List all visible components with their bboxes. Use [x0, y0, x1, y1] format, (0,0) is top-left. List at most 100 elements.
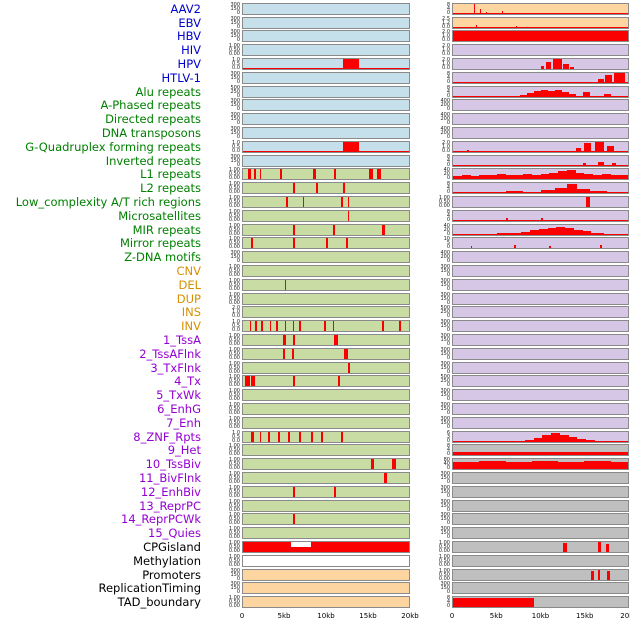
track-label[interactable]: AAV2: [170, 1, 201, 16]
left-track-panel[interactable]: [242, 154, 410, 167]
left-track-panel[interactable]: [242, 223, 410, 236]
track-label[interactable]: EBV: [178, 15, 201, 30]
left-track-panel[interactable]: [242, 2, 410, 15]
right-track-panel[interactable]: [452, 596, 629, 609]
right-track-panel[interactable]: [452, 320, 629, 333]
left-track-panel[interactable]: [242, 306, 410, 319]
right-track-panel[interactable]: [452, 568, 629, 581]
right-track-panel[interactable]: [452, 527, 629, 540]
left-track-panel[interactable]: [242, 430, 410, 443]
track-label[interactable]: CPGisland: [143, 539, 201, 554]
right-track-panel[interactable]: [452, 375, 629, 388]
left-track-panel[interactable]: [242, 471, 410, 484]
track-label[interactable]: Directed repeats: [105, 112, 201, 127]
left-track-panel[interactable]: [242, 596, 410, 609]
left-track-panel[interactable]: [242, 168, 410, 181]
left-track-panel[interactable]: [242, 568, 410, 581]
track-label[interactable]: 4_Tx: [174, 374, 201, 389]
right-track-panel[interactable]: [452, 99, 629, 112]
right-track-panel[interactable]: [452, 458, 629, 471]
left-track-panel[interactable]: [242, 334, 410, 347]
left-track-panel[interactable]: [242, 265, 410, 278]
right-track-panel[interactable]: [452, 347, 629, 360]
right-track-panel[interactable]: [452, 278, 629, 291]
right-track-panel[interactable]: [452, 430, 629, 443]
track-label[interactable]: TAD_boundary: [117, 595, 201, 610]
right-track-panel[interactable]: [452, 209, 629, 222]
track-label[interactable]: DNA transposons: [101, 126, 201, 141]
left-track-panel[interactable]: [242, 527, 410, 540]
right-track-panel[interactable]: [452, 71, 629, 84]
right-track-panel[interactable]: [452, 2, 629, 15]
track-label[interactable]: 1_TssA: [162, 333, 201, 348]
left-track-panel[interactable]: [242, 540, 410, 553]
track-label[interactable]: Alu repeats: [135, 84, 201, 99]
track-label[interactable]: HBV: [176, 29, 201, 44]
left-track-panel[interactable]: [242, 127, 410, 140]
left-track-panel[interactable]: [242, 347, 410, 360]
track-label[interactable]: HIV: [181, 43, 201, 58]
left-track-panel[interactable]: [242, 320, 410, 333]
left-track-panel[interactable]: [242, 582, 410, 595]
track-label[interactable]: 12_EnhBiv: [140, 484, 201, 499]
left-track-panel[interactable]: [242, 278, 410, 291]
track-label[interactable]: 8_ZNF_Rpts: [133, 429, 201, 444]
left-track-panel[interactable]: [242, 416, 410, 429]
track-label[interactable]: Mirror repeats: [119, 236, 201, 251]
track-label[interactable]: G-Quadruplex forming repeats: [25, 139, 201, 154]
track-label[interactable]: 15_Quies: [148, 526, 201, 541]
track-label[interactable]: Microsatellites: [118, 208, 201, 223]
track-label[interactable]: 6_EnhG: [157, 402, 201, 416]
right-track-panel[interactable]: [452, 196, 629, 209]
left-track-panel[interactable]: [242, 458, 410, 471]
left-track-panel[interactable]: [242, 375, 410, 388]
track-label[interactable]: DUP: [176, 291, 201, 306]
right-track-panel[interactable]: [452, 292, 629, 305]
left-track-panel[interactable]: [242, 30, 410, 43]
left-track-panel[interactable]: [242, 85, 410, 98]
right-track-panel[interactable]: [452, 113, 629, 126]
track-label[interactable]: INS: [181, 305, 201, 320]
right-track-panel[interactable]: [452, 389, 629, 402]
right-track-panel[interactable]: [452, 554, 629, 567]
left-track-panel[interactable]: [242, 403, 410, 415]
track-label[interactable]: 5_TxWk: [156, 388, 201, 403]
left-track-panel[interactable]: [242, 140, 410, 153]
right-track-panel[interactable]: [452, 513, 629, 526]
right-track-panel[interactable]: [452, 361, 629, 374]
track-label[interactable]: DEL: [178, 277, 201, 292]
right-track-panel[interactable]: [452, 58, 629, 71]
left-track-panel[interactable]: [242, 554, 410, 567]
right-track-panel[interactable]: [452, 127, 629, 140]
left-track-panel[interactable]: [242, 499, 410, 512]
left-track-panel[interactable]: [242, 182, 410, 195]
left-track-panel[interactable]: [242, 71, 410, 84]
left-track-panel[interactable]: [242, 44, 410, 57]
right-track-panel[interactable]: [452, 30, 629, 43]
right-track-panel[interactable]: [452, 485, 629, 498]
track-label[interactable]: 13_ReprPC: [139, 498, 201, 513]
track-label[interactable]: ReplicationTiming: [98, 581, 202, 596]
track-label[interactable]: 7_Enh: [166, 415, 201, 430]
right-track-panel[interactable]: [452, 444, 629, 457]
right-track-panel[interactable]: [452, 334, 629, 347]
right-track-panel[interactable]: [452, 140, 629, 153]
track-label[interactable]: 9_Het: [167, 443, 201, 458]
track-label[interactable]: Z-DNA motifs: [124, 250, 201, 265]
left-track-panel[interactable]: [242, 485, 410, 498]
left-track-panel[interactable]: [242, 113, 410, 126]
track-label[interactable]: Promoters: [142, 567, 201, 582]
left-track-panel[interactable]: [242, 389, 410, 402]
left-track-panel[interactable]: [242, 361, 410, 374]
track-label[interactable]: HTLV-1: [161, 70, 201, 85]
track-label[interactable]: L1 repeats: [140, 167, 201, 182]
right-track-panel[interactable]: [452, 251, 629, 264]
track-label[interactable]: Methylation: [133, 553, 201, 568]
right-track-panel[interactable]: [452, 237, 629, 250]
right-track-panel[interactable]: [452, 265, 629, 278]
left-track-panel[interactable]: [242, 444, 410, 457]
track-label[interactable]: INV: [181, 319, 201, 334]
left-track-panel[interactable]: [242, 237, 410, 250]
right-track-panel[interactable]: [452, 416, 629, 429]
track-label[interactable]: 10_TssBiv: [145, 457, 201, 472]
